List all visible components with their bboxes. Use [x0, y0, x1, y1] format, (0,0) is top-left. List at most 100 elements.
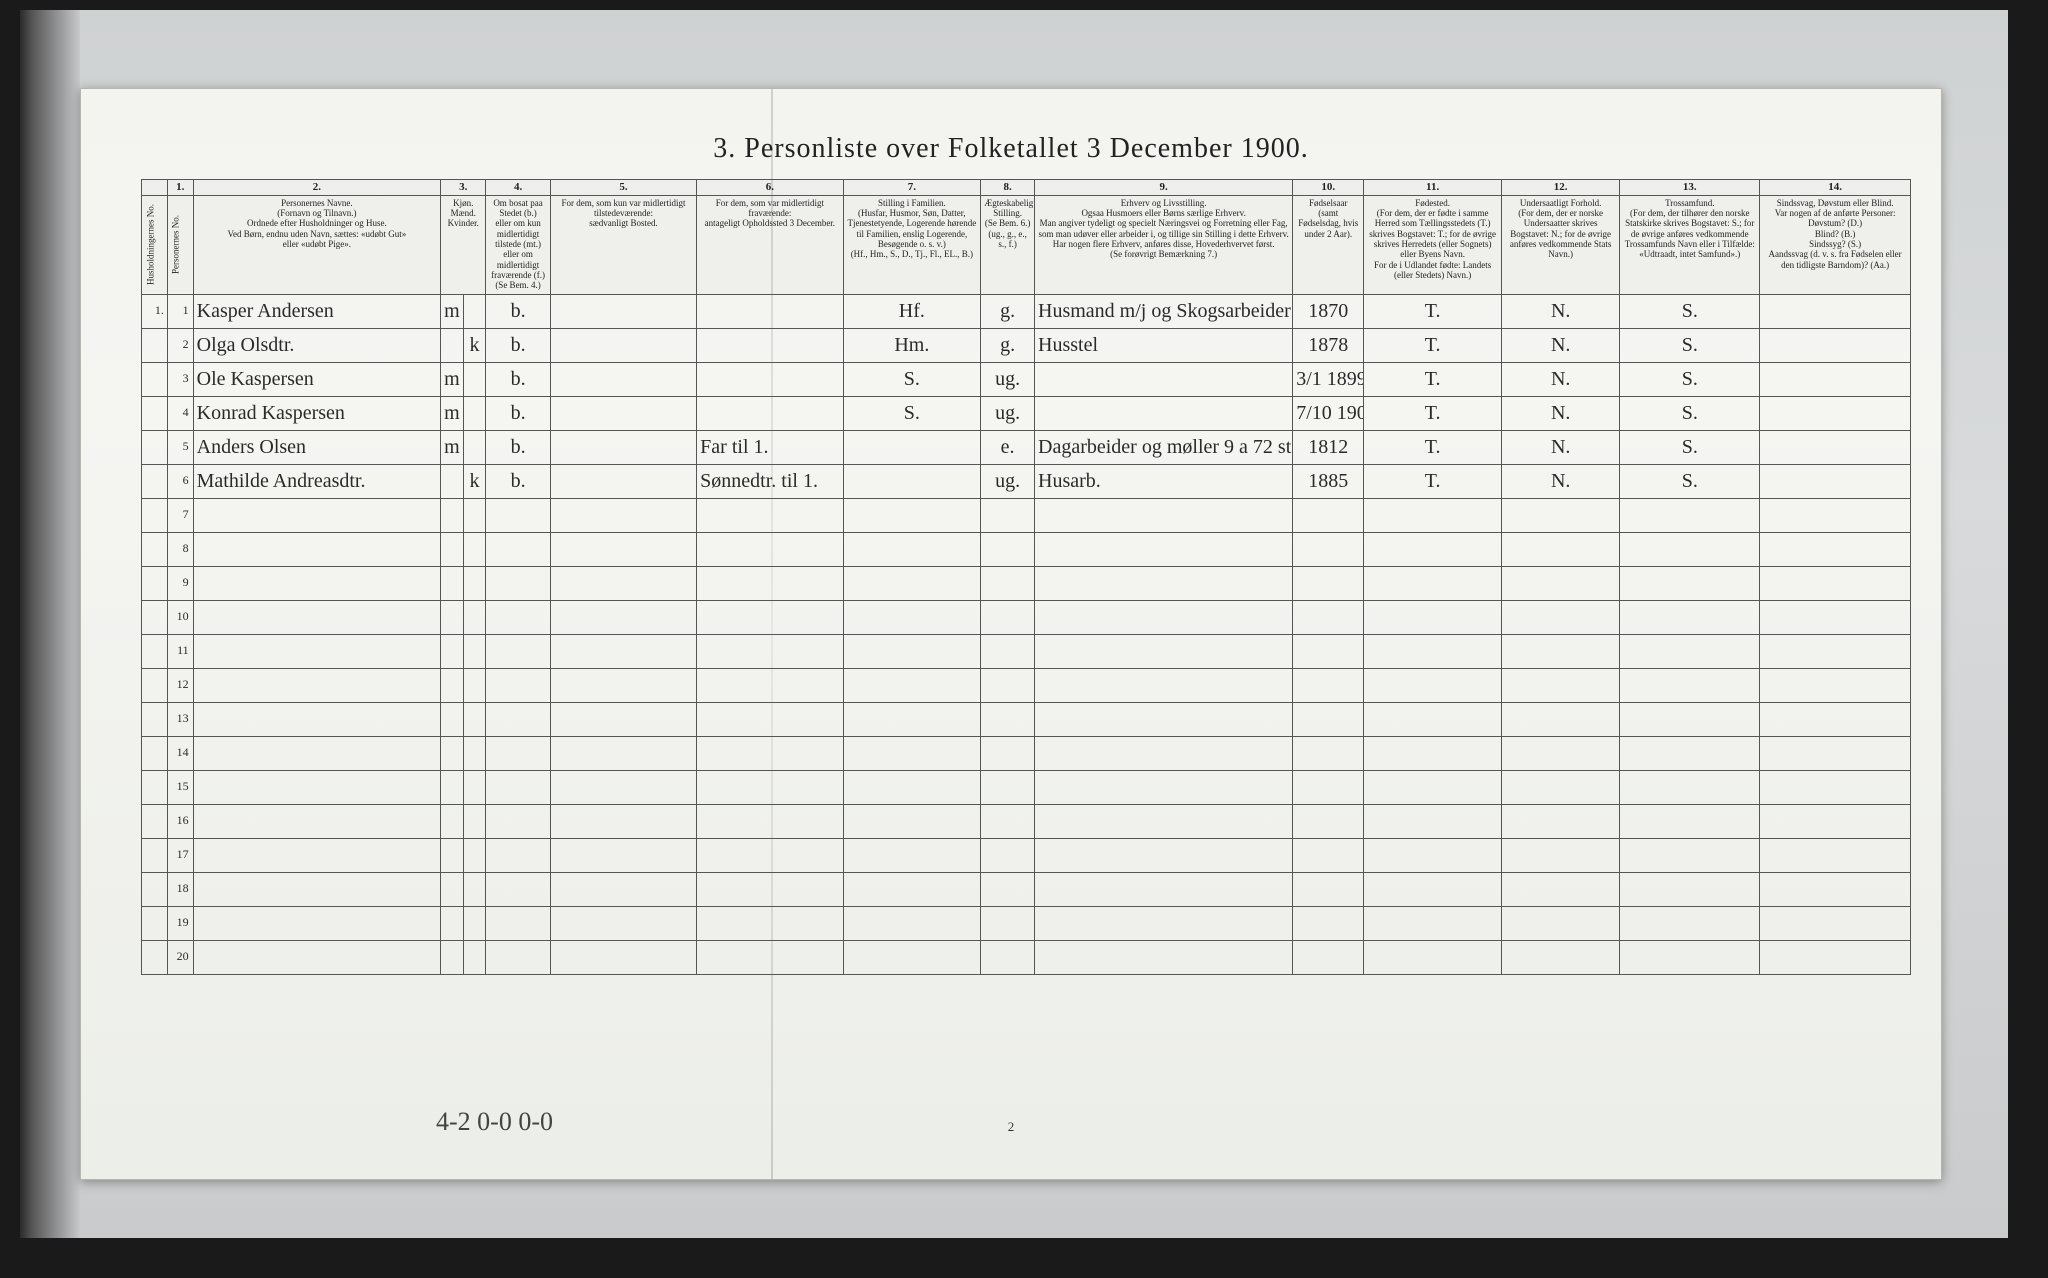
- cell: [1760, 906, 1911, 940]
- table-row: 16: [142, 804, 1911, 838]
- cell: [486, 498, 551, 532]
- cell: [697, 396, 843, 430]
- cell: [441, 770, 464, 804]
- cell: [1035, 872, 1293, 906]
- cell: m: [441, 430, 464, 464]
- cell: [550, 804, 696, 838]
- cell: [843, 498, 981, 532]
- cell: [1293, 770, 1364, 804]
- cell: S.: [1620, 328, 1760, 362]
- column-header: Fødselsaar (samt Fødselsdag, hvis under …: [1293, 195, 1364, 294]
- column-header: Personernes Navne. (Fornavn og Tilnavn.)…: [193, 195, 440, 294]
- column-header: Stilling i Familien. (Husfar, Husmor, Sø…: [843, 195, 981, 294]
- cell: 19: [167, 906, 193, 940]
- table-row: 9: [142, 566, 1911, 600]
- cell: [1501, 498, 1619, 532]
- cell: [486, 634, 551, 668]
- cell: [142, 736, 168, 770]
- cell: [697, 804, 843, 838]
- cell: [1035, 396, 1293, 430]
- cell: 4: [167, 396, 193, 430]
- cell: 14: [167, 736, 193, 770]
- cell: b.: [486, 362, 551, 396]
- cell: 2: [167, 328, 193, 362]
- cell: [463, 872, 486, 906]
- cell: [697, 906, 843, 940]
- cell: [843, 906, 981, 940]
- cell: [981, 770, 1035, 804]
- cell: [1760, 770, 1911, 804]
- cell: Husmand m/j og Skogsarbeider: [1035, 294, 1293, 328]
- column-number: 13.: [1620, 180, 1760, 196]
- cell: [142, 668, 168, 702]
- cell: [463, 940, 486, 974]
- column-number: 4.: [486, 180, 551, 196]
- cell: [142, 464, 168, 498]
- cell: b.: [486, 464, 551, 498]
- cell: [1364, 770, 1502, 804]
- table-row: 2Olga Olsdtr.kb.Hm.g.Husstel1878T.N.S.: [142, 328, 1911, 362]
- cell: [142, 702, 168, 736]
- cell: [981, 634, 1035, 668]
- cell: [1760, 736, 1911, 770]
- cell: [1035, 566, 1293, 600]
- cell: [1501, 634, 1619, 668]
- table-row: 14: [142, 736, 1911, 770]
- cell: [981, 838, 1035, 872]
- cell: [843, 668, 981, 702]
- column-header: Personernes No.: [167, 195, 193, 294]
- cell: [697, 702, 843, 736]
- cell: [1035, 532, 1293, 566]
- cell: [193, 872, 440, 906]
- cell: [1293, 940, 1364, 974]
- cell: [1760, 634, 1911, 668]
- cell: [843, 464, 981, 498]
- cell: 17: [167, 838, 193, 872]
- cell: 1885: [1293, 464, 1364, 498]
- cell: [486, 940, 551, 974]
- cell: 1.: [142, 294, 168, 328]
- cell: N.: [1501, 362, 1619, 396]
- cell: [697, 634, 843, 668]
- cell: [697, 498, 843, 532]
- cell: Anders Olsen: [193, 430, 440, 464]
- cell: [1364, 838, 1502, 872]
- cell: [193, 498, 440, 532]
- column-header: Undersaatligt Forhold. (For dem, der er …: [1501, 195, 1619, 294]
- cell: [1364, 498, 1502, 532]
- cell: [193, 770, 440, 804]
- cell: [697, 940, 843, 974]
- column-number: 7.: [843, 180, 981, 196]
- cell: [1035, 702, 1293, 736]
- table-row: 19: [142, 906, 1911, 940]
- table-row: 3Ole Kaspersenmb.S.ug.3/1 1899T.N.S.: [142, 362, 1911, 396]
- cell: [550, 702, 696, 736]
- cell: [981, 668, 1035, 702]
- cell: [441, 634, 464, 668]
- cell: [463, 600, 486, 634]
- cell: [463, 702, 486, 736]
- cell: [697, 736, 843, 770]
- cell: [463, 566, 486, 600]
- cell: Husarb.: [1035, 464, 1293, 498]
- cell: [550, 362, 696, 396]
- column-header: Kjøn. Mænd. Kvinder.: [441, 195, 486, 294]
- cell: [843, 532, 981, 566]
- cell: N.: [1501, 328, 1619, 362]
- census-table-wrap: 1.2.3.4.5.6.7.8.9.10.11.12.13.14. Hushol…: [141, 179, 1911, 1099]
- cell: 3: [167, 362, 193, 396]
- cell: [193, 566, 440, 600]
- cell: [843, 770, 981, 804]
- cell: [1760, 396, 1911, 430]
- cell: [1364, 668, 1502, 702]
- cell: [1760, 498, 1911, 532]
- cell: m: [441, 362, 464, 396]
- cell: [441, 566, 464, 600]
- table-row: 13: [142, 702, 1911, 736]
- cell: [1364, 906, 1502, 940]
- cell: [1620, 872, 1760, 906]
- cell: 5: [167, 430, 193, 464]
- cell: ug.: [981, 464, 1035, 498]
- cell: [1035, 668, 1293, 702]
- cell: [1293, 906, 1364, 940]
